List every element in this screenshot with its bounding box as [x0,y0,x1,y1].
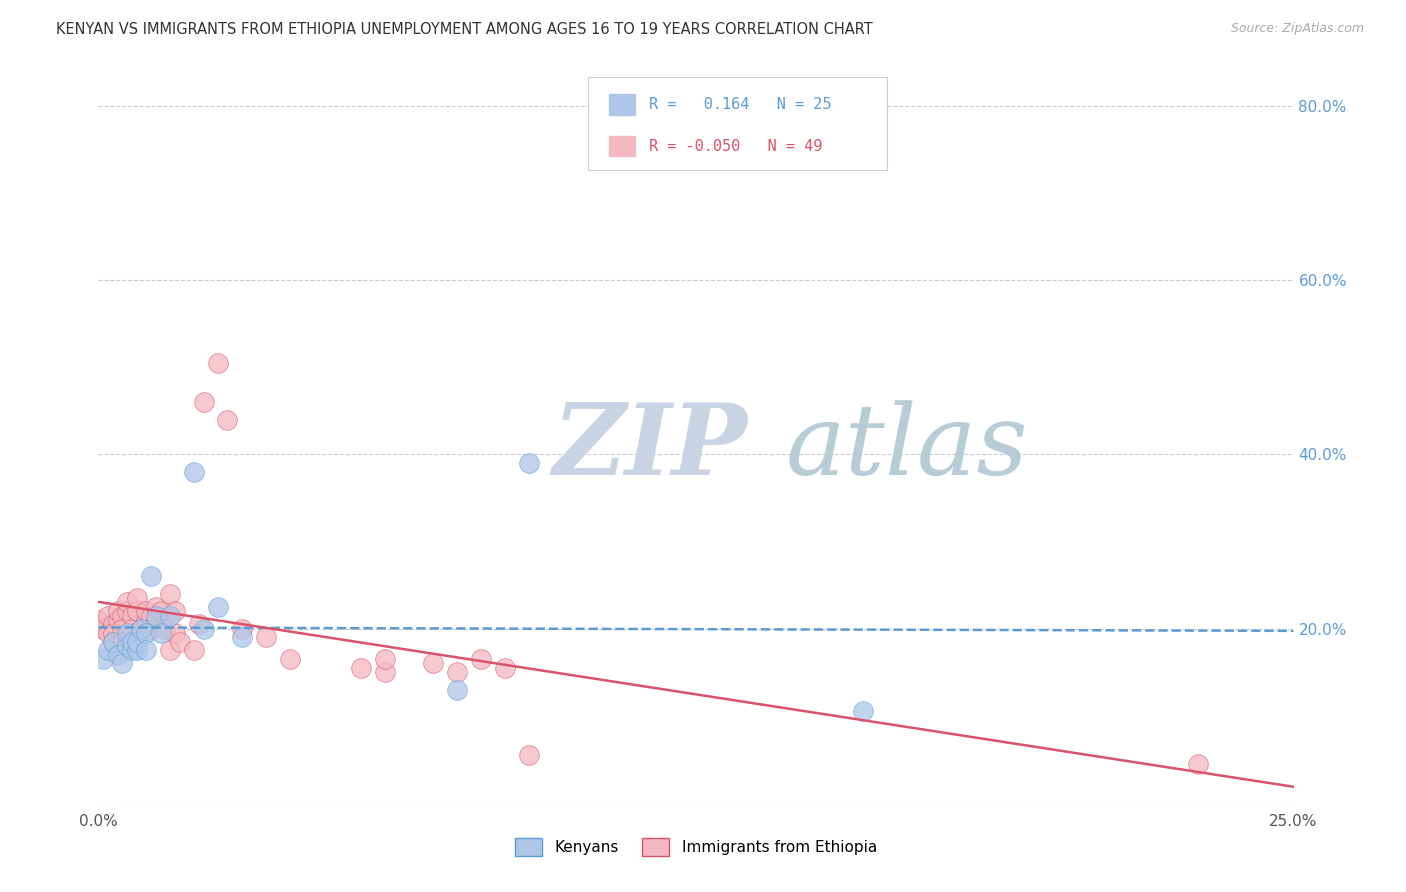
Point [183,643,205,657]
Point [135,643,157,657]
Point [115,639,138,653]
Point [517,456,540,470]
Text: R = -0.050   N = 49: R = -0.050 N = 49 [650,138,823,153]
Point [149,604,172,618]
Point [159,608,181,623]
Point [422,657,444,671]
Point [135,626,157,640]
Point [163,604,186,618]
Legend: Kenyans, Immigrants from Ethiopia: Kenyans, Immigrants from Ethiopia [509,832,883,862]
Text: atlas: atlas [786,400,1028,495]
Point [470,652,492,666]
Point [374,665,396,680]
Point [101,617,124,632]
Point [121,608,143,623]
Point [111,657,134,671]
Point [159,643,181,657]
Point [231,630,253,644]
Point [115,604,138,618]
Point [115,595,138,609]
Point [193,395,215,409]
Point [139,608,162,623]
Point [231,622,253,636]
Point [169,634,191,648]
Point [517,747,540,762]
Bar [609,95,636,115]
Point [97,643,120,657]
Point [193,622,215,636]
Point [159,587,181,601]
Point [446,682,468,697]
Point [115,626,138,640]
Point [374,652,396,666]
Text: R =   0.164   N = 25: R = 0.164 N = 25 [650,97,832,112]
Point [254,630,277,644]
Point [87,613,110,627]
Point [139,622,162,636]
Point [163,626,186,640]
Text: Source: ZipAtlas.com: Source: ZipAtlas.com [1230,22,1364,36]
Text: KENYAN VS IMMIGRANTS FROM ETHIOPIA UNEMPLOYMENT AMONG AGES 16 TO 19 YEARS CORREL: KENYAN VS IMMIGRANTS FROM ETHIOPIA UNEMP… [56,22,873,37]
Point [183,465,205,479]
Point [145,613,167,627]
Point [494,661,516,675]
Point [97,608,120,623]
Point [111,634,134,648]
Bar [609,136,636,156]
Point [852,704,875,718]
Point [125,643,148,657]
Point [131,622,153,636]
Point [125,634,148,648]
FancyBboxPatch shape [589,78,887,169]
Point [107,604,129,618]
Point [217,412,239,426]
Point [278,652,301,666]
Point [111,622,134,636]
Point [121,634,143,648]
Point [101,634,124,648]
Point [145,608,167,623]
Point [135,604,157,618]
Point [107,648,129,662]
Point [97,626,120,640]
Point [350,661,373,675]
Point [207,599,229,614]
Point [111,608,134,623]
Point [1187,756,1209,771]
Text: ZIP: ZIP [553,400,748,496]
Point [121,643,143,657]
Point [125,591,148,606]
Point [131,622,153,636]
Point [107,613,129,627]
Point [135,613,157,627]
Point [139,569,162,583]
Point [145,599,167,614]
Point [121,622,143,636]
Point [101,626,124,640]
Point [207,356,229,370]
Point [91,622,114,636]
Point [101,634,124,648]
Point [155,622,177,636]
Point [91,652,114,666]
Point [125,604,148,618]
Point [446,665,468,680]
Point [187,617,209,632]
Point [149,626,172,640]
